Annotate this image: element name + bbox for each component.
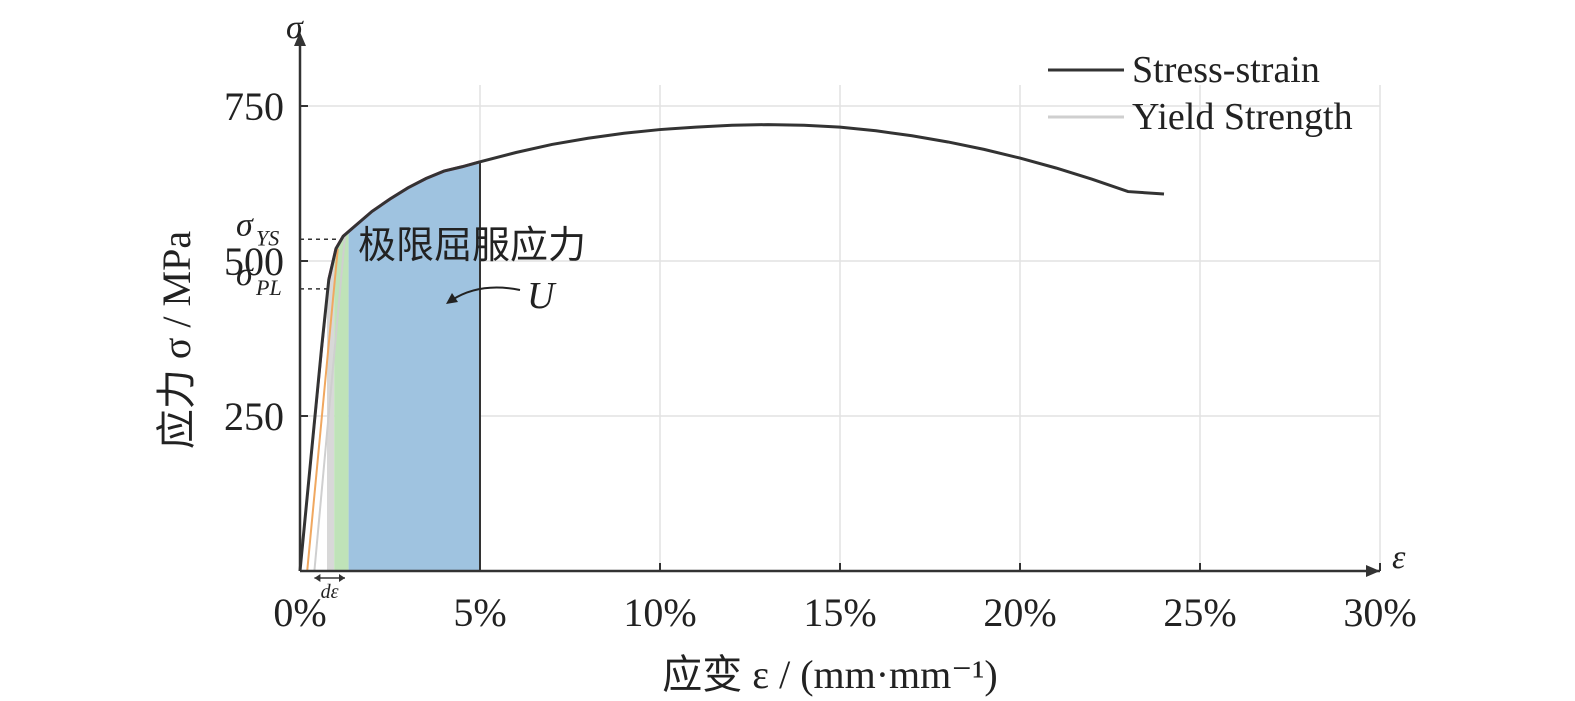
sigma_ys-subscript: YS — [256, 225, 279, 250]
x-tick-label-0: 0% — [273, 590, 326, 635]
y-tick-label-1: 500 — [224, 239, 284, 284]
yield-offset-line — [313, 236, 346, 572]
x-tick-label-2: 10% — [623, 590, 696, 635]
x-tick-label-4: 20% — [983, 590, 1056, 635]
series-lines — [298, 123, 1165, 572]
x-tick-label-5: 25% — [1163, 590, 1236, 635]
sigma_pl-label: σ — [236, 256, 254, 293]
x-tick-label-3: 15% — [803, 590, 876, 635]
y-tick-label-0: 250 — [224, 394, 284, 439]
y-axis-arrow — [294, 32, 306, 46]
d-epsilon-arrow-left — [314, 574, 321, 582]
elastic-line-orange — [306, 248, 339, 572]
region-label: 极限屈服应力 — [358, 225, 586, 267]
series-stress-strain — [298, 123, 1165, 572]
energy-label: U — [527, 275, 557, 317]
x-axis-arrow — [1366, 565, 1380, 577]
tick-labels: 0% 5% 10% 15% 20% 25% 30% 250 500 750 — [224, 84, 1417, 635]
y-axis-symbol: σ — [286, 9, 304, 46]
energy-arrowhead — [446, 293, 458, 304]
energy-arrow — [451, 286, 521, 301]
legend-label-yield-strength: Yield Strength — [1132, 96, 1353, 138]
x-tick-label-6: 30% — [1343, 590, 1416, 635]
x-axis-label: 应变 ε / (mm·mm⁻¹) — [662, 652, 997, 697]
sigma_ys-label: σ — [236, 206, 254, 243]
sigma_pl-subscript: PL — [255, 275, 282, 300]
d-epsilon-arrow-right — [339, 574, 345, 582]
legend-label-stress-strain: Stress-strain — [1132, 49, 1320, 91]
x-axis-symbol: ε — [1392, 539, 1406, 576]
d-epsilon-label: dε — [321, 581, 339, 603]
shaded-regions — [327, 161, 481, 572]
x-tick-label-1: 5% — [453, 590, 506, 635]
axes — [294, 32, 1381, 577]
y-axis-label: 应力 σ / MPa — [154, 231, 199, 449]
area-blue-u — [348, 161, 480, 572]
legend: Stress-strain Yield Strength — [1048, 49, 1353, 138]
y-tick-label-2: 750 — [224, 84, 284, 129]
